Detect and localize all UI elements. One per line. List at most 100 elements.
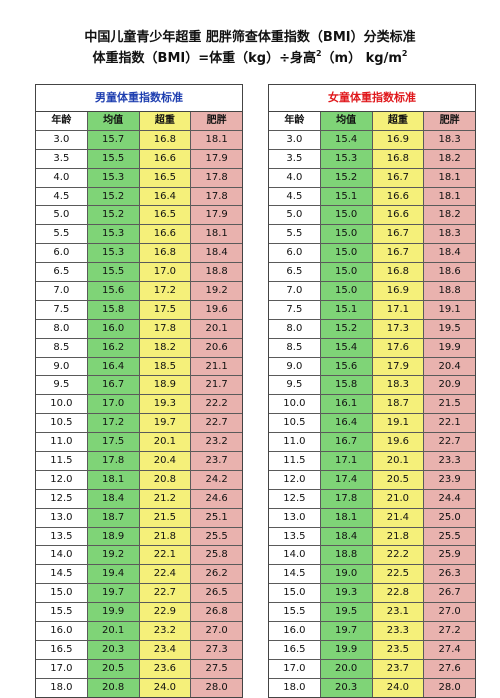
obese-cell: 20.1	[191, 319, 242, 338]
obese-cell: 24.6	[191, 489, 242, 508]
overweight-cell: 22.9	[139, 603, 192, 622]
obese-cell: 26.2	[191, 565, 242, 584]
age-cell: 8.0	[269, 319, 321, 338]
table-row: 11.0 16.7 19.6 22.7	[269, 433, 475, 453]
age-cell: 3.0	[269, 130, 321, 149]
obese-cell: 21.5	[424, 395, 475, 414]
overweight-cell: 16.5	[139, 168, 192, 187]
average-cell: 18.8	[320, 546, 373, 565]
table-row: 17.0 20.0 23.7 27.6	[269, 659, 475, 679]
table-row: 6.0 15.0 16.7 18.4	[269, 244, 475, 264]
table-row: 13.5 18.9 21.8 25.5	[36, 527, 242, 547]
age-cell: 11.0	[36, 433, 88, 452]
average-cell: 19.7	[320, 622, 373, 640]
formula-unit: （m） kg/m	[321, 51, 402, 66]
average-cell: 17.0	[87, 395, 140, 414]
age-cell: 4.5	[36, 187, 88, 206]
table-row: 12.5 17.8 21.0 24.4	[269, 489, 475, 509]
average-cell: 15.2	[87, 187, 140, 206]
average-cell: 15.3	[320, 149, 373, 168]
overweight-cell: 23.3	[372, 622, 425, 640]
table-row: 4.5 15.1 16.6 18.1	[269, 187, 475, 207]
table-row: 11.0 17.5 20.1 23.2	[36, 433, 242, 453]
average-cell: 16.0	[87, 319, 140, 338]
age-cell: 13.0	[269, 508, 321, 527]
average-cell: 20.1	[87, 622, 140, 640]
average-cell: 20.3	[320, 678, 373, 697]
average-cell: 15.4	[320, 130, 373, 149]
table-row: 12.0 18.1 20.8 24.2	[36, 470, 242, 490]
age-cell: 11.5	[269, 452, 321, 470]
average-cell: 18.7	[87, 508, 140, 527]
overweight-cell: 23.6	[139, 659, 192, 678]
age-cell: 4.0	[269, 168, 321, 187]
obese-cell: 18.2	[424, 206, 475, 225]
age-cell: 13.5	[36, 527, 88, 546]
obese-cell: 17.9	[191, 149, 242, 168]
obese-cell: 27.0	[424, 603, 475, 622]
average-cell: 20.3	[87, 640, 140, 659]
table-row: 16.0 20.1 23.2 27.0	[36, 622, 242, 641]
table-row: 8.5 16.2 18.2 20.6	[36, 338, 242, 358]
age-cell: 11.0	[269, 433, 321, 452]
obese-cell: 21.7	[191, 376, 242, 395]
age-cell: 13.5	[269, 527, 321, 546]
average-cell: 18.9	[87, 527, 140, 546]
table-row: 3.5 15.5 16.6 17.9	[36, 149, 242, 169]
table-row: 3.0 15.7 16.8 18.1	[36, 130, 242, 150]
age-cell: 3.0	[36, 130, 88, 149]
overweight-cell: 16.7	[372, 225, 425, 244]
age-cell: 11.5	[36, 452, 88, 470]
obese-cell: 23.7	[191, 452, 242, 470]
boys-table-title: 男童体重指数标准	[36, 85, 242, 112]
average-cell: 15.0	[320, 282, 373, 300]
average-cell: 15.0	[320, 263, 373, 282]
overweight-cell: 17.6	[372, 338, 425, 357]
age-cell: 12.5	[269, 489, 321, 508]
average-cell: 15.3	[87, 168, 140, 187]
age-cell: 9.0	[36, 357, 88, 376]
average-cell: 15.0	[320, 225, 373, 244]
age-cell: 3.5	[36, 149, 88, 168]
overweight-cell: 19.7	[139, 414, 192, 433]
table-row: 9.5 16.7 18.9 21.7	[36, 376, 242, 396]
obese-cell: 28.0	[191, 678, 242, 697]
obese-cell: 18.6	[424, 263, 475, 282]
obese-cell: 27.4	[424, 640, 475, 659]
age-cell: 7.5	[36, 300, 88, 319]
age-cell: 7.0	[269, 282, 321, 300]
age-cell: 18.0	[269, 678, 321, 697]
age-cell: 15.5	[36, 603, 88, 622]
table-row: 7.5 15.1 17.1 19.1	[269, 300, 475, 320]
obese-cell: 19.9	[424, 338, 475, 357]
obese-cell: 25.8	[191, 546, 242, 565]
age-cell: 15.0	[269, 584, 321, 603]
table-row: 5.0 15.2 16.5 17.9	[36, 206, 242, 226]
overweight-cell: 23.1	[372, 603, 425, 622]
average-cell: 15.4	[320, 338, 373, 357]
obese-cell: 25.5	[191, 527, 242, 546]
overweight-cell: 21.4	[372, 508, 425, 527]
overweight-cell: 16.5	[139, 206, 192, 225]
boys-table-body: 3.0 15.7 16.8 18.1 3.5 15.5 16.6 17.9 4.0 15.3 16.…	[36, 130, 242, 697]
obese-cell: 23.2	[191, 433, 242, 452]
average-cell: 19.0	[320, 565, 373, 584]
table-row: 18.0 20.3 24.0 28.0	[269, 678, 475, 697]
table-row: 8.5 15.4 17.6 19.9	[269, 338, 475, 358]
obese-cell: 17.8	[191, 168, 242, 187]
obese-cell: 25.5	[424, 527, 475, 546]
overweight-cell: 20.1	[372, 452, 425, 470]
overweight-cell: 21.8	[139, 527, 192, 546]
age-cell: 9.0	[269, 357, 321, 376]
table-row: 14.0 18.8 22.2 25.9	[269, 546, 475, 566]
age-cell: 16.0	[36, 622, 88, 640]
overweight-cell: 22.2	[372, 546, 425, 565]
age-cell: 6.0	[269, 244, 321, 263]
average-cell: 15.0	[320, 206, 373, 225]
table-row: 14.5 19.4 22.4 26.2	[36, 565, 242, 585]
obese-cell: 22.1	[424, 414, 475, 433]
girls-bmi-table: 女童体重指数标准 年龄 均值 超重 肥胖 3.0 15.4 16.9 18.3 3.5 1…	[268, 84, 476, 698]
table-row: 18.0 20.8 24.0 28.0	[36, 678, 242, 697]
overweight-cell: 17.3	[372, 319, 425, 338]
average-cell: 15.1	[320, 300, 373, 319]
